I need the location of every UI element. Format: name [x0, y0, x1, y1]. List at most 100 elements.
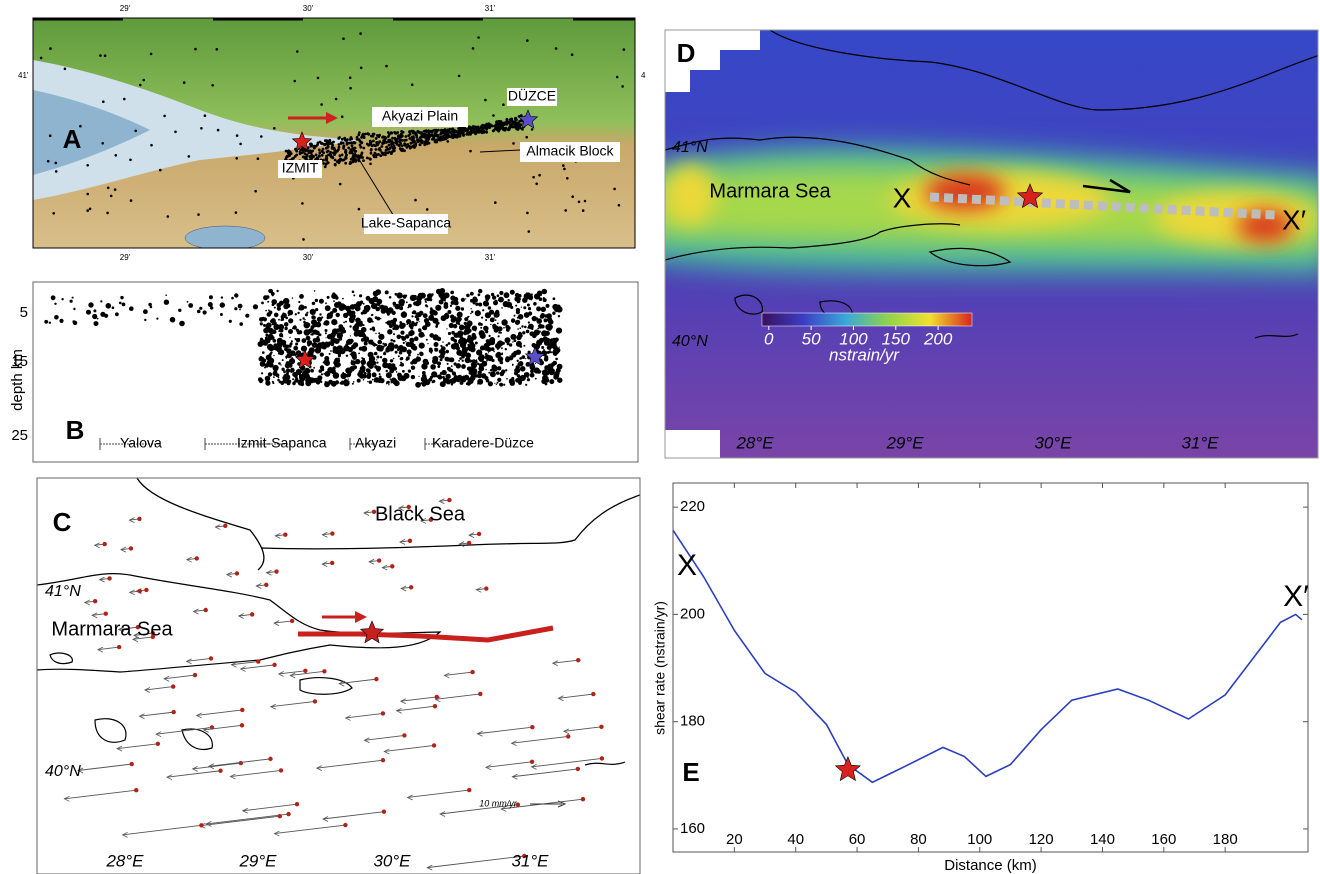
epicenter: [321, 150, 324, 153]
epicenter: [404, 143, 407, 146]
epicenter: [362, 147, 365, 150]
epicenter: [295, 154, 298, 157]
epicenter: [341, 154, 344, 157]
hypocenter: [466, 382, 469, 385]
epicenter: [235, 157, 238, 160]
lat-label: 41°N: [45, 583, 81, 600]
hypocenter: [547, 324, 552, 329]
hypocenter: [495, 300, 498, 303]
epicenter: [380, 145, 383, 148]
hypocenter: [372, 321, 374, 323]
epicenter: [400, 133, 403, 136]
gps-site: [303, 669, 307, 673]
hypocenter: [266, 323, 272, 329]
lon-label: 28°E: [105, 851, 144, 870]
hypocenter: [472, 335, 477, 340]
epicenter: [462, 128, 465, 131]
gps-site: [381, 711, 385, 715]
hypocenter: [512, 322, 513, 323]
hypocenter: [418, 376, 419, 377]
epicenter: [335, 98, 338, 101]
epicenter: [104, 54, 107, 57]
hypocenter: [353, 381, 355, 383]
hypocenter: [546, 304, 550, 308]
epicenter: [500, 124, 503, 127]
hypocenter: [557, 364, 563, 370]
gps-site: [102, 542, 106, 546]
hypocenter: [359, 347, 363, 351]
hypocenter: [395, 345, 397, 347]
hypocenter: [454, 362, 457, 365]
hypocenter: [470, 313, 472, 315]
epicenter: [383, 138, 386, 141]
epicenter: [211, 84, 214, 87]
hypocenter: [467, 316, 469, 318]
hypocenter: [498, 335, 500, 337]
hypocenter: [441, 370, 446, 375]
hypocenter: [353, 294, 355, 296]
gps-site: [467, 788, 471, 792]
lon-label: 30°E: [373, 851, 411, 870]
hypocenter: [456, 377, 461, 382]
epicenter: [302, 156, 305, 159]
hypocenter: [483, 301, 489, 307]
hypocenter: [432, 357, 435, 360]
hypocenter: [280, 364, 281, 365]
hypocenter: [86, 310, 91, 315]
strain-high: [665, 165, 715, 225]
hypocenter: [432, 311, 436, 315]
depth-tick: 5: [20, 304, 28, 321]
hypocenter: [372, 327, 375, 330]
hypocenter: [292, 378, 294, 380]
epicenter: [333, 153, 336, 156]
hypocenter: [536, 306, 541, 311]
hypocenter: [299, 305, 305, 311]
epicenter: [369, 140, 372, 143]
hypocenter: [397, 348, 400, 351]
hypocenter: [441, 295, 446, 300]
hypocenter: [393, 302, 397, 306]
hypocenter: [548, 368, 554, 374]
epicenter: [337, 148, 340, 151]
place-label: IZMIT: [282, 160, 319, 176]
epicenter: [342, 37, 345, 40]
hypocenter: [261, 357, 264, 360]
hypocenter: [387, 307, 393, 313]
hypocenter: [535, 363, 536, 364]
hypocenter: [479, 289, 482, 292]
hypocenter: [407, 349, 412, 354]
lon-label: 30°E: [1034, 433, 1072, 452]
epicenter: [474, 131, 477, 134]
epicenter: [346, 141, 349, 144]
hypocenter: [379, 376, 382, 379]
hypocenter: [507, 326, 511, 330]
epicenter: [450, 131, 453, 134]
hypocenter: [387, 329, 392, 334]
hypocenter: [450, 305, 452, 307]
epicenter: [401, 144, 404, 147]
epicenter: [293, 80, 296, 83]
hypocenter: [325, 381, 327, 383]
hypocenter: [471, 308, 472, 309]
hypocenter: [523, 357, 524, 358]
epicenter: [472, 125, 475, 128]
epicenter: [459, 131, 462, 134]
epicenter: [406, 146, 409, 149]
scale-label: 10 mm/yr: [479, 798, 518, 808]
epicenter: [562, 164, 565, 167]
epicenter: [413, 131, 416, 134]
hypocenter: [412, 345, 417, 350]
hypocenter: [220, 313, 223, 316]
epicenter: [439, 139, 442, 142]
hypocenter: [477, 379, 483, 385]
hypocenter: [388, 384, 389, 385]
epicenter: [452, 134, 455, 137]
gps-site: [171, 710, 175, 714]
hypocenter: [262, 351, 265, 354]
hypocenter: [329, 353, 331, 355]
hypocenter: [465, 353, 471, 359]
hypocenter: [112, 306, 115, 309]
hypocenter: [375, 307, 380, 312]
hypocenter: [54, 303, 56, 305]
hypocenter: [143, 309, 148, 314]
